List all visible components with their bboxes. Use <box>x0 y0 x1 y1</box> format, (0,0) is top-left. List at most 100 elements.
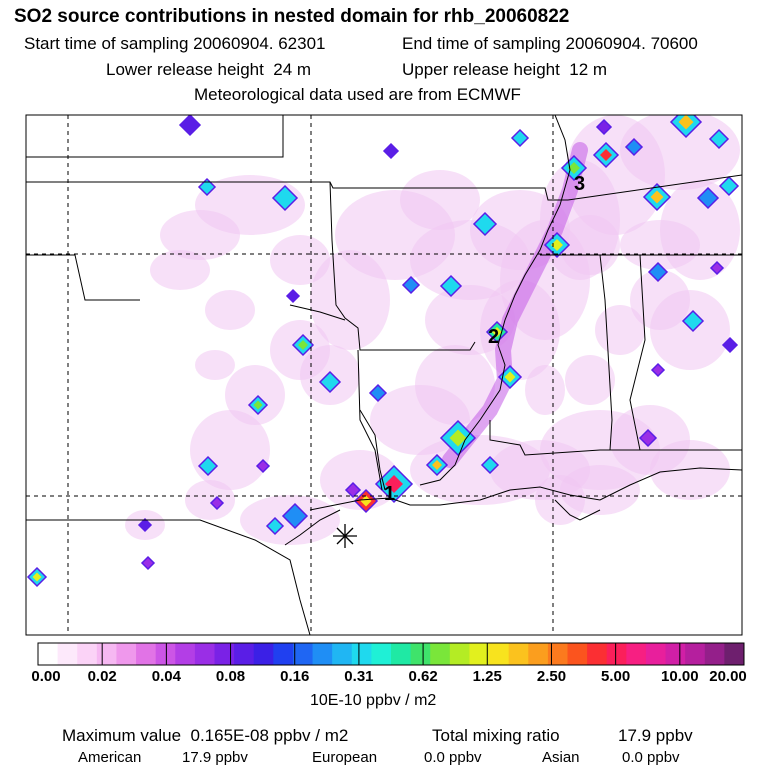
upper-release-line: Upper release height 12 m <box>402 60 607 80</box>
colorbar-swatch <box>155 643 176 665</box>
border-line <box>599 254 613 451</box>
hotspot <box>137 517 153 533</box>
hotspot <box>510 128 530 148</box>
colorbar-swatch <box>704 643 725 665</box>
max-value-line: Maximum value 0.165E-08 ppbv / m2 <box>62 726 348 746</box>
marker-2: 2 <box>488 326 499 348</box>
colorbar-swatch <box>253 643 274 665</box>
plume-area <box>195 350 235 380</box>
hotspot <box>650 362 666 378</box>
hotspot <box>595 118 613 136</box>
border-line <box>629 254 742 451</box>
colorbar-swatch <box>312 643 333 665</box>
met-data-line: Meteorological data used are from ECMWF <box>194 85 521 104</box>
coastline <box>554 499 601 521</box>
hotspot <box>638 428 658 448</box>
border-line <box>26 254 140 301</box>
hotspot <box>281 502 309 530</box>
european-label: European <box>312 749 378 766</box>
concentration-field <box>26 115 740 588</box>
border-line <box>567 174 742 201</box>
colorbar-swatch <box>194 643 215 665</box>
colorbar <box>37 643 745 665</box>
hotspot-core <box>492 327 502 337</box>
hotspot <box>271 184 299 212</box>
map-title: SO2 source contributions in nested domai… <box>14 6 570 27</box>
hotspot-core <box>650 190 664 204</box>
hotspot <box>401 275 421 295</box>
colorbar-frame <box>37 642 745 666</box>
plume-area <box>650 440 730 500</box>
hotspot-core <box>253 400 263 410</box>
colorbar-label: 0.00 <box>31 668 61 685</box>
hotspot <box>709 260 725 276</box>
plume-area <box>320 450 400 510</box>
end-time-label: End time of sampling <box>402 34 561 53</box>
colorbar-swatch <box>77 643 98 665</box>
upper-release-value: 12 m <box>569 60 608 79</box>
hotspot-core <box>432 460 442 470</box>
marker-3: 3 <box>574 173 585 195</box>
political-boundaries <box>26 115 742 635</box>
colorbar-swatch <box>214 643 235 665</box>
border-line <box>26 181 568 201</box>
colorbar-swatch <box>626 643 647 665</box>
border-line <box>357 349 383 491</box>
colorbar-label: 2.50 <box>536 668 567 685</box>
hotspot <box>472 211 498 237</box>
colorbar-swatch <box>469 643 490 665</box>
river-line <box>419 115 571 486</box>
colorbar-label: 5.00 <box>601 668 631 685</box>
colorbar-label: 10.00 <box>661 668 699 685</box>
hotspot-core <box>504 371 516 383</box>
plume-area <box>270 235 330 285</box>
colorbar-swatch <box>508 643 529 665</box>
hotspot <box>721 336 739 354</box>
total-mixing-label: Total mixing ratio <box>432 726 560 745</box>
colorbar-swatch <box>606 643 627 665</box>
colorbar-swatch <box>136 643 157 665</box>
colorbar-swatch <box>410 643 431 665</box>
colorbar-swatch <box>685 643 706 665</box>
plume-area <box>565 355 615 405</box>
plume-area <box>185 480 235 520</box>
asian-value: 0.0 ppbv <box>622 749 680 766</box>
colorbar-swatch <box>332 643 353 665</box>
colorbar-swatch <box>567 643 588 665</box>
lower-release-line: Lower release height 24 m <box>106 60 311 80</box>
end-time-value: 20060904. 70600 <box>565 34 698 53</box>
colorbar-swatch <box>665 643 686 665</box>
hotspot-core <box>551 239 563 251</box>
plume-area <box>650 290 730 370</box>
colorbar-swatch <box>292 643 314 665</box>
coastline <box>309 467 742 511</box>
total-mixing-value: 17.9 ppbv <box>618 726 693 745</box>
colorbar-swatch <box>38 643 59 665</box>
colorbar-units: 10E-10 ppbv / m2 <box>310 692 437 709</box>
hotspot <box>197 455 219 477</box>
plume-band <box>442 142 588 468</box>
american-label: American <box>78 749 142 766</box>
hotspot <box>285 288 301 304</box>
plume-area <box>620 220 700 270</box>
colorbar-swatch <box>96 643 117 665</box>
border-line <box>26 115 284 158</box>
river-line <box>359 409 386 491</box>
asian-label: Asian <box>542 749 580 766</box>
border-line <box>489 420 640 456</box>
colorbar-swatch <box>724 643 745 665</box>
plume-area <box>400 170 480 230</box>
hotspot <box>647 261 669 283</box>
graticule <box>26 115 742 635</box>
colorbar-swatch <box>391 643 412 665</box>
colorbar-label: 0.04 <box>151 668 181 685</box>
start-time-label: Start time of sampling <box>24 34 189 53</box>
hotspot-core <box>449 429 467 447</box>
plume-area <box>225 365 285 425</box>
hotspot <box>624 137 644 157</box>
hotspot-core <box>298 340 308 350</box>
plume-area <box>525 365 565 415</box>
colorbar-swatch <box>273 643 294 665</box>
colorbar-label: 0.08 <box>215 668 246 685</box>
